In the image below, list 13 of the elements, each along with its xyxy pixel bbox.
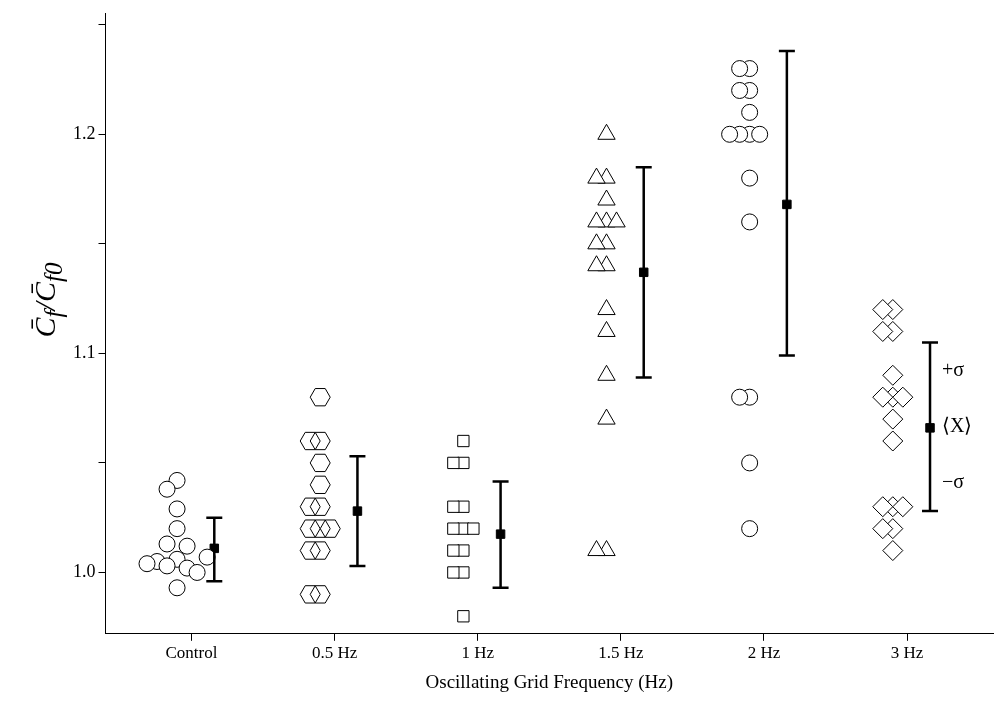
annotation: +σ [942, 357, 965, 380]
x-tick-label: 0.5 Hz [311, 643, 358, 663]
y-tick-label: 1.1 [73, 342, 96, 363]
x-tick-label: 1 Hz [461, 643, 495, 663]
annotation: ⟨X⟩ [942, 414, 973, 437]
x-axis-title: Oscillating Grid Frequency (Hz) [425, 670, 673, 693]
x-tick-label: Control [165, 643, 218, 663]
y-tick-label: 1.0 [73, 561, 96, 582]
x-tick-label: 2 Hz [747, 643, 781, 663]
annotation: −σ [942, 470, 965, 493]
x-tick-label: 3 Hz [890, 643, 924, 663]
x-tick-label: 1.5 Hz [598, 643, 644, 663]
y-tick-label: 1.2 [73, 123, 96, 144]
